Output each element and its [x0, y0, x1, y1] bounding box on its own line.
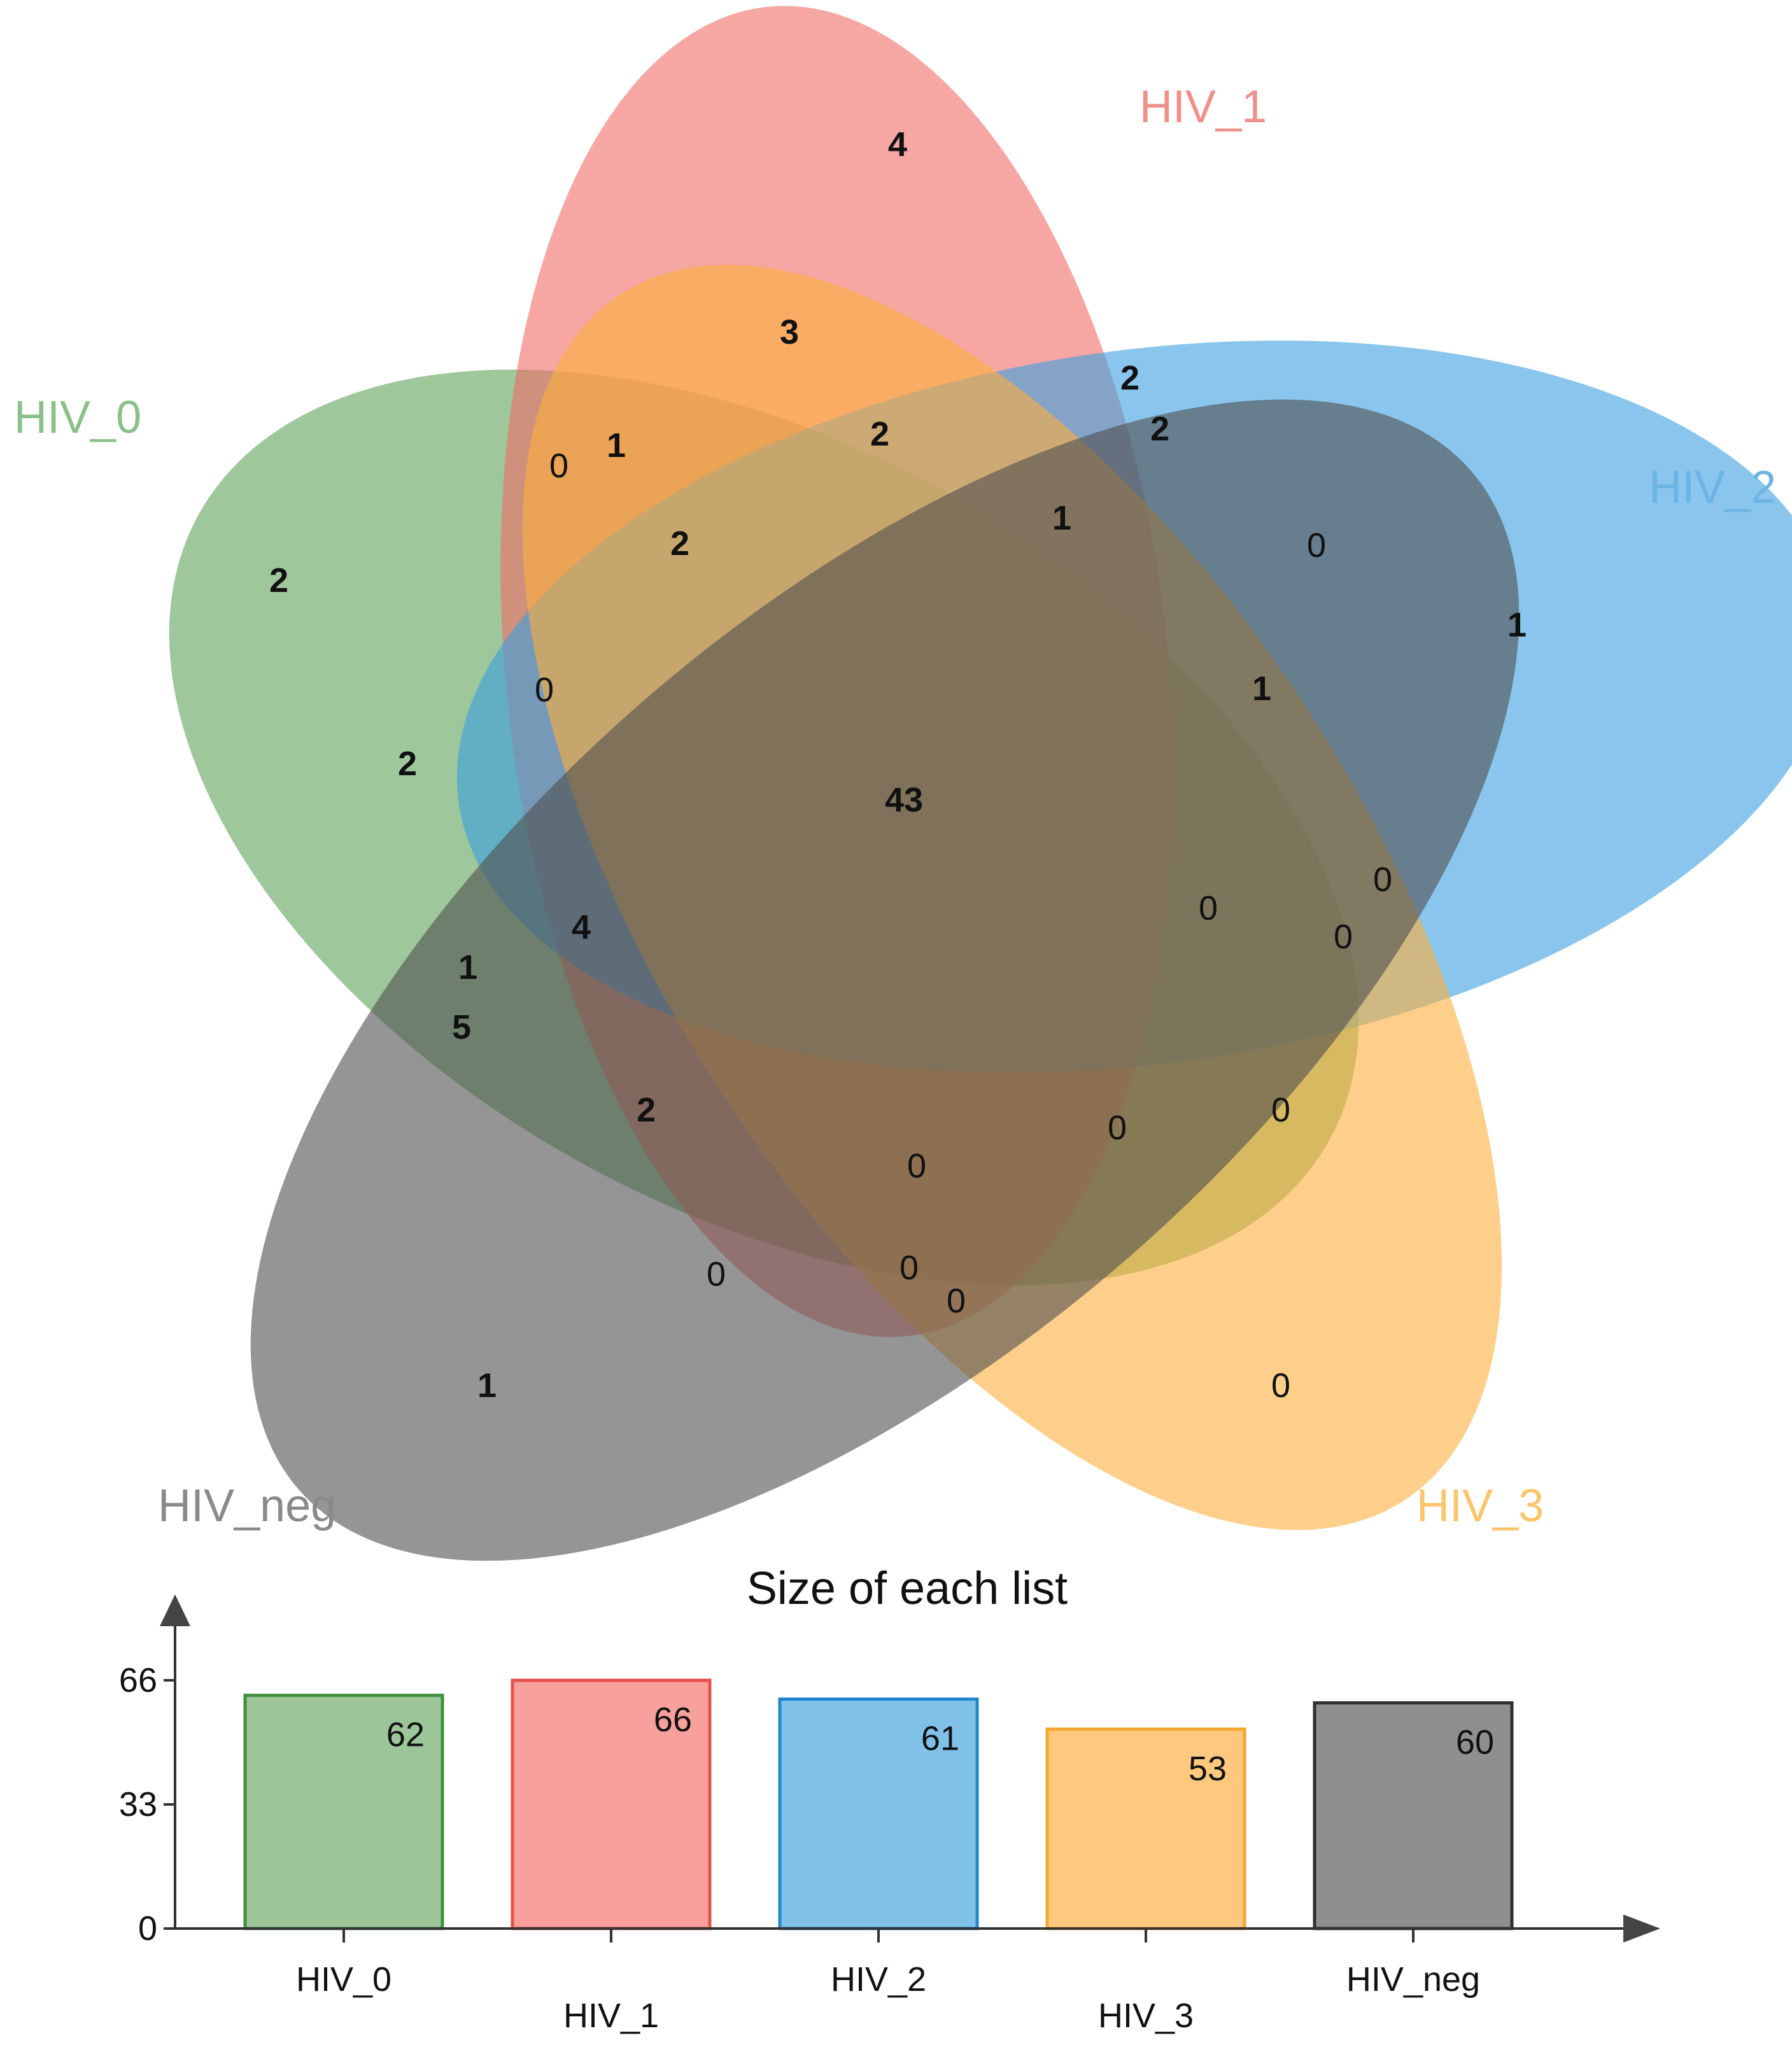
bar-value-label: 61	[921, 1720, 959, 1758]
region-count: 2	[398, 745, 417, 783]
set-labels: HIV_0 HIV_1 HIV_2 HIV_3 HIV_neg	[14, 81, 1776, 1531]
chart-title: Size of each list	[747, 1563, 1068, 1614]
bar-hiv-neg	[1313, 1701, 1514, 1930]
region-count: 0	[535, 671, 554, 709]
region-count: 2	[670, 524, 689, 563]
bar-hiv-2	[778, 1697, 979, 1930]
y-tick-label: 0	[138, 1909, 157, 1948]
region-count: 4	[572, 908, 591, 946]
region-count: 1	[607, 426, 626, 465]
region-count: 1	[1252, 670, 1271, 708]
bar-value-label: 60	[1456, 1723, 1494, 1761]
region-count: 0	[1108, 1109, 1127, 1147]
region-count: 2	[870, 415, 889, 453]
region-count: 2	[1120, 359, 1139, 397]
x-tick-label: HIV_3	[1098, 1997, 1194, 2035]
region-count: 0	[907, 1147, 926, 1185]
bars: 62 66 61 53 60	[243, 1678, 1514, 1930]
region-count: 0	[1199, 889, 1218, 927]
ellipse-hiv-neg	[250, 399, 1520, 1561]
bar-value-label: 62	[386, 1716, 425, 1754]
bar-value-label: 53	[1189, 1750, 1227, 1788]
bar-value-label: 66	[654, 1701, 692, 1739]
region-count: 2	[1150, 410, 1169, 448]
x-axis-arrow	[1623, 1915, 1660, 1943]
venn-sets	[169, 6, 1792, 1561]
y-axis-arrow	[160, 1594, 190, 1626]
set-label-hiv-0: HIV_0	[14, 392, 141, 443]
region-count: 3	[780, 313, 799, 351]
region-count: 4	[888, 125, 907, 164]
y-tick-label: 66	[119, 1661, 157, 1699]
set-label-hiv-2: HIV_2	[1649, 462, 1776, 513]
set-label-hiv-neg: HIV_neg	[158, 1480, 336, 1531]
region-count: 0	[1307, 526, 1326, 565]
region-counts: 4 3 2 2 2 0 1 2 1 2 0 1 0 1 2 43 4 0 0 0…	[269, 125, 1527, 1405]
region-count: 0	[947, 1282, 966, 1320]
y-axis: 0 33 66	[119, 1594, 190, 1948]
region-count: 2	[637, 1091, 656, 1129]
set-label-hiv-3: HIV_3	[1416, 1480, 1544, 1531]
region-count: 1	[458, 948, 477, 987]
region-count: 2	[269, 561, 288, 600]
x-axis: HIV_0 HIV_1 HIV_2 HIV_3 HIV_neg	[175, 1915, 1660, 2035]
region-count: 1	[1507, 606, 1527, 644]
bar-hiv-3	[1045, 1727, 1246, 1930]
x-tick-label: HIV_neg	[1346, 1960, 1480, 1999]
region-count: 5	[452, 1008, 471, 1046]
y-tick-label: 33	[119, 1785, 157, 1824]
region-count: 0	[1271, 1091, 1290, 1129]
region-count: 0	[549, 447, 568, 485]
x-tick-label: HIV_1	[563, 1997, 659, 2035]
region-count: 1	[477, 1367, 497, 1405]
list-size-chart: Size of each list 62 66 61 53 60 0 33 66 HIV_0…	[119, 1563, 1660, 2035]
region-count: 0	[1271, 1367, 1290, 1405]
x-tick-label: HIV_2	[831, 1960, 926, 1999]
x-tick-label: HIV_0	[296, 1960, 392, 1999]
region-count: 0	[1334, 918, 1353, 956]
region-count: 1	[1052, 499, 1071, 537]
set-label-hiv-1: HIV_1	[1139, 81, 1267, 132]
region-count: 0	[900, 1249, 919, 1287]
region-count: 43	[885, 781, 923, 819]
region-count: 0	[707, 1255, 726, 1293]
region-count: 0	[1373, 861, 1392, 899]
